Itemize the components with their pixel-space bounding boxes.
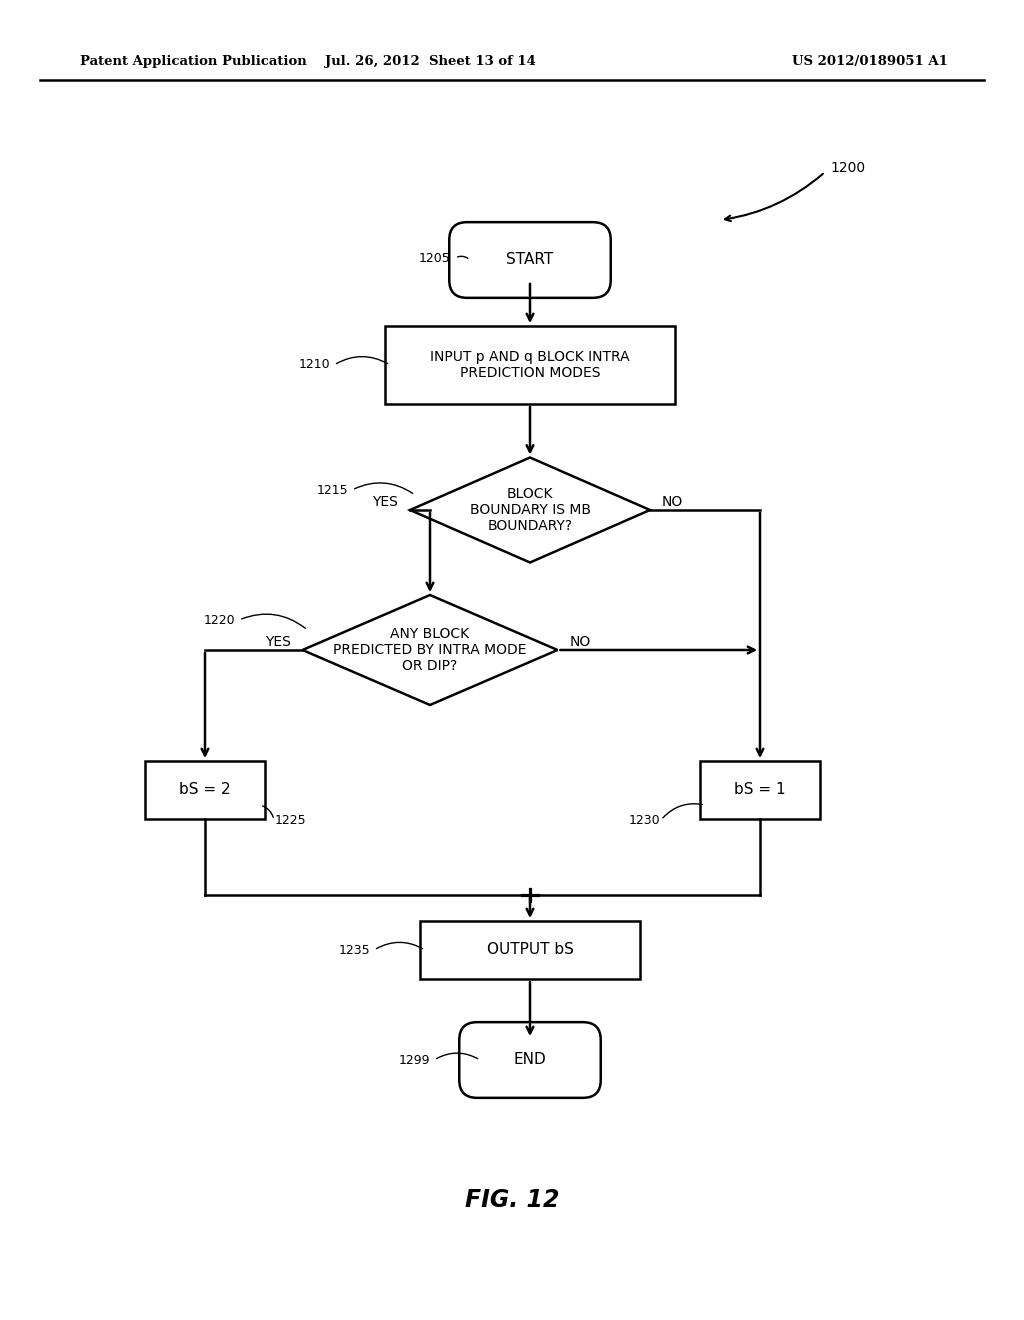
Text: INPUT p AND q BLOCK INTRA
PREDICTION MODES: INPUT p AND q BLOCK INTRA PREDICTION MOD… xyxy=(430,350,630,380)
Text: END: END xyxy=(514,1052,547,1068)
Text: 1205: 1205 xyxy=(418,252,450,264)
Text: 1299: 1299 xyxy=(398,1053,430,1067)
Text: bS = 2: bS = 2 xyxy=(179,783,230,797)
Text: YES: YES xyxy=(372,495,398,510)
Text: FIG. 12: FIG. 12 xyxy=(465,1188,559,1212)
Text: OUTPUT bS: OUTPUT bS xyxy=(486,942,573,957)
Bar xyxy=(385,326,675,404)
FancyBboxPatch shape xyxy=(450,222,610,298)
Text: START: START xyxy=(507,252,554,268)
Text: 1225: 1225 xyxy=(275,813,306,826)
Bar xyxy=(700,762,820,818)
Text: bS = 1: bS = 1 xyxy=(734,783,785,797)
Text: 1200: 1200 xyxy=(830,161,865,176)
FancyBboxPatch shape xyxy=(459,1022,601,1098)
Text: BLOCK
BOUNDARY IS MB
BOUNDARY?: BLOCK BOUNDARY IS MB BOUNDARY? xyxy=(469,487,591,533)
Polygon shape xyxy=(302,595,557,705)
Text: 1220: 1220 xyxy=(204,614,234,627)
Text: NO: NO xyxy=(662,495,683,510)
Text: 1230: 1230 xyxy=(629,813,660,826)
Text: ANY BLOCK
PREDICTED BY INTRA MODE
OR DIP?: ANY BLOCK PREDICTED BY INTRA MODE OR DIP… xyxy=(333,627,526,673)
Bar xyxy=(145,762,265,818)
Text: Jul. 26, 2012  Sheet 13 of 14: Jul. 26, 2012 Sheet 13 of 14 xyxy=(325,55,536,69)
Text: YES: YES xyxy=(264,635,291,649)
Polygon shape xyxy=(410,458,650,562)
Bar xyxy=(420,921,640,979)
Text: 1215: 1215 xyxy=(316,483,348,496)
Text: 1210: 1210 xyxy=(298,359,330,371)
Text: NO: NO xyxy=(569,635,591,649)
Text: Patent Application Publication: Patent Application Publication xyxy=(80,55,307,69)
Text: US 2012/0189051 A1: US 2012/0189051 A1 xyxy=(792,55,948,69)
Text: 1235: 1235 xyxy=(338,944,370,957)
